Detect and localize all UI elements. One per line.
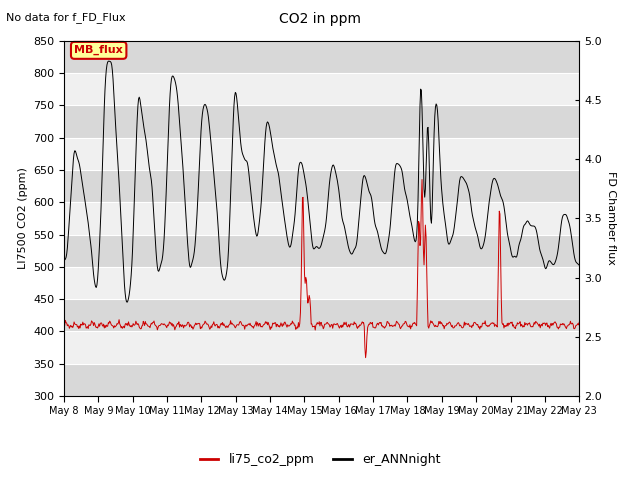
Bar	[64, 299, 579, 331]
Bar	[64, 138, 579, 170]
Bar	[64, 235, 579, 267]
Text: MB_flux: MB_flux	[74, 45, 123, 56]
Bar	[64, 364, 579, 396]
Bar	[64, 73, 579, 106]
Text: No data for f_FD_Flux: No data for f_FD_Flux	[6, 12, 126, 23]
Bar	[64, 331, 579, 364]
Y-axis label: LI7500 CO2 (ppm): LI7500 CO2 (ppm)	[17, 168, 28, 269]
Bar	[64, 202, 579, 235]
Bar	[64, 41, 579, 73]
Legend: li75_co2_ppm, er_ANNnight: li75_co2_ppm, er_ANNnight	[195, 448, 445, 471]
Bar	[64, 170, 579, 202]
Bar	[64, 106, 579, 138]
Bar	[64, 267, 579, 299]
Text: CO2 in ppm: CO2 in ppm	[279, 12, 361, 26]
Y-axis label: FD Chamber flux: FD Chamber flux	[605, 171, 616, 265]
